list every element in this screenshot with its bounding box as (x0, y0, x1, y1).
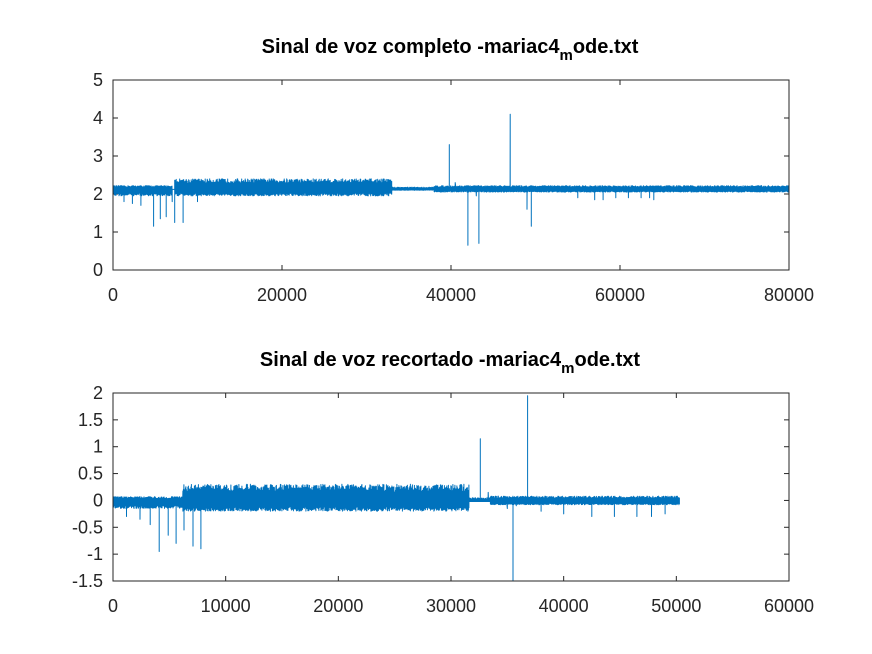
y-tick-label: 0 (93, 490, 103, 510)
y-tick-label: -1.5 (72, 571, 103, 591)
y-tick-label: 2 (93, 184, 103, 204)
plot-frame-cropped (112, 392, 790, 582)
signal-line-cropped (112, 395, 680, 582)
y-tick-label: 5 (93, 70, 103, 90)
x-tick-label: 50000 (651, 596, 701, 616)
x-tick-label: 20000 (313, 596, 363, 616)
chart-title-complete: Sinal de voz completo -mariac4mode.txt (262, 36, 639, 64)
tick-group-complete: 0 20000 40000 60000 80000 0 1 2 3 4 5 (93, 70, 814, 305)
chart-title-cropped: Sinal de voz recortado -mariac4mode.txt (260, 349, 640, 377)
y-tick-label: 0 (93, 260, 103, 280)
y-tick-label: 1 (93, 222, 103, 242)
x-tick-label: 30000 (426, 596, 476, 616)
x-tick-label: 40000 (539, 596, 589, 616)
signal-line-complete (112, 113, 790, 246)
y-tick-label: 4 (93, 108, 103, 128)
y-tick-label: 1.5 (78, 410, 103, 430)
tick-group-cropped: 0 10000 20000 30000 40000 50000 60000 -1.5 -1 -0.… (72, 383, 814, 616)
x-tick-label: 60000 (595, 285, 645, 305)
x-tick-label: 0 (108, 596, 118, 616)
plot-frame-complete (112, 79, 790, 271)
y-tick-label: 1 (93, 437, 103, 457)
y-tick-label: -0.5 (72, 517, 103, 537)
y-tick-label: -1 (87, 544, 103, 564)
chart-complete-signal: Sinal de voz completo -mariac4mode.txt 0… (93, 36, 814, 305)
y-tick-label: 3 (93, 146, 103, 166)
x-tick-label: 40000 (426, 285, 476, 305)
y-tick-label: 2 (93, 383, 103, 403)
x-tick-label: 10000 (201, 596, 251, 616)
x-tick-label: 20000 (257, 285, 307, 305)
x-tick-label: 80000 (764, 285, 814, 305)
x-tick-label: 60000 (764, 596, 814, 616)
y-tick-label: 0.5 (78, 464, 103, 484)
chart-cropped-signal: Sinal de voz recortado -mariac4mode.txt … (72, 349, 814, 616)
x-tick-label: 0 (108, 285, 118, 305)
